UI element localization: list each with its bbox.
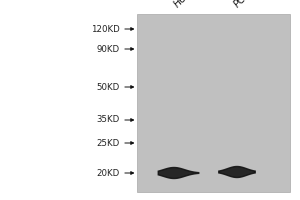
Text: 35KD: 35KD <box>97 116 120 124</box>
Text: 90KD: 90KD <box>97 45 120 53</box>
Text: 120KD: 120KD <box>91 24 120 33</box>
Text: Hela: Hela <box>172 0 195 9</box>
Polygon shape <box>158 168 199 178</box>
Text: 20KD: 20KD <box>97 168 120 178</box>
Bar <box>136 14 290 192</box>
Text: PC3: PC3 <box>232 0 253 9</box>
Text: 25KD: 25KD <box>97 138 120 148</box>
Text: 50KD: 50KD <box>97 83 120 92</box>
Polygon shape <box>219 167 255 177</box>
